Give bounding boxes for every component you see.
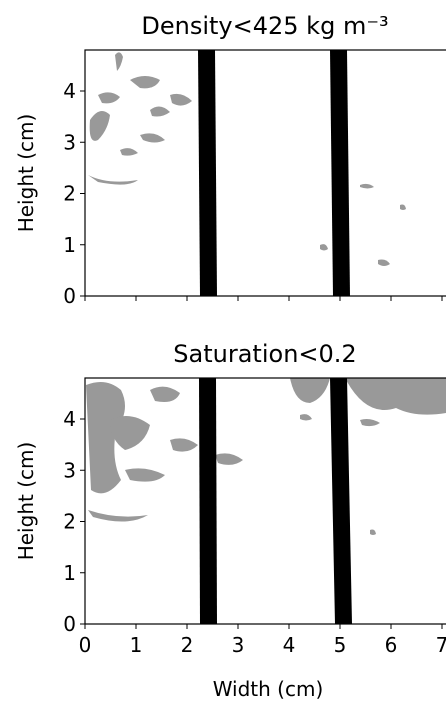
y-tick-label: 3: [63, 458, 76, 482]
x-tick-label: 6: [385, 633, 398, 657]
mask-panel-1: [88, 52, 406, 266]
x-tick-label: 3: [232, 633, 245, 657]
y-tick-label: 1: [63, 561, 76, 585]
y-tick-label: 4: [63, 407, 76, 431]
mask-panel-2: [86, 378, 446, 535]
axes-frame: [84, 377, 446, 625]
panel-title: Saturation<0.2: [173, 340, 356, 368]
y-tick-label: 0: [63, 612, 76, 636]
axes-frame: [84, 49, 446, 297]
x-tick-label: 5: [334, 633, 347, 657]
x-axis-label: Width (cm): [213, 677, 324, 701]
x-tick-label: 7: [436, 633, 446, 657]
y-axis-label: Height (cm): [14, 442, 38, 561]
y-tick-label: 3: [63, 130, 76, 154]
x-tick-label: 0: [79, 633, 92, 657]
x-tick-label: 1: [130, 633, 143, 657]
x-tick-label: 4: [283, 633, 296, 657]
x-tick-label: 2: [181, 633, 194, 657]
panel-title: Density<425 kg m⁻³: [141, 12, 388, 40]
y-tick-label: 4: [63, 79, 76, 103]
y-axis-label: Height (cm): [14, 114, 38, 233]
probes: [198, 50, 352, 624]
y-tick-label: 2: [63, 510, 76, 534]
y-tick-label: 2: [63, 182, 76, 206]
y-tick-label: 1: [63, 233, 76, 257]
y-tick-label: 0: [63, 284, 76, 308]
